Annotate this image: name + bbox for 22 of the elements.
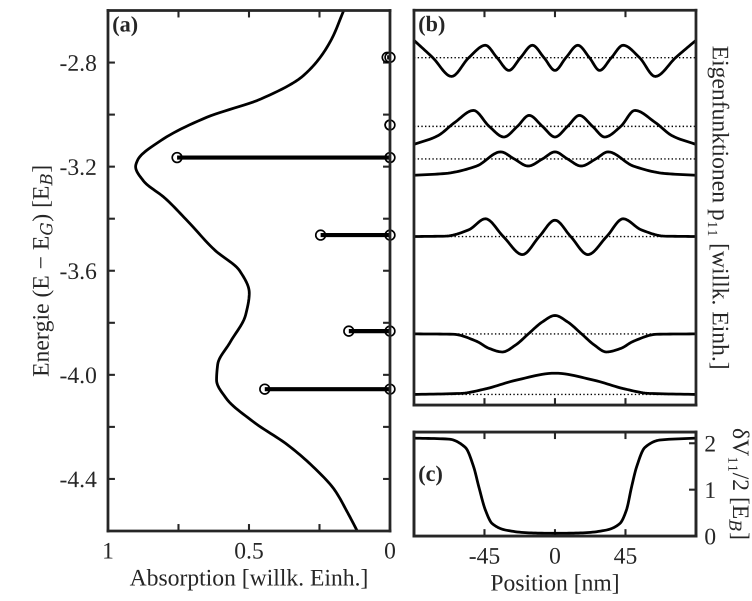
- y2-tick-label: 0: [705, 528, 716, 545]
- y-tick-label: -3.6: [60, 263, 96, 280]
- x-tick-label: -45: [470, 548, 500, 564]
- x-tick-label: 1: [104, 542, 112, 558]
- y-tick-label: -4.4: [60, 472, 97, 488]
- y2-axis-title: Eigenfunktionen p₁₁ [willk. Einh.]: [708, 46, 730, 368]
- annotation: (a): [113, 16, 138, 36]
- x-axis-title: Absorption [willk. Einh.]: [130, 569, 367, 590]
- y-tick-label: -3.2: [60, 159, 96, 176]
- x-tick-label: 45: [614, 548, 636, 564]
- annotation: (c): [419, 465, 442, 486]
- y-tick-label: -4.0: [60, 367, 96, 384]
- y2-tick-label: 2: [705, 436, 715, 452]
- y-axis-title: Energie (E − E$_{G}$) [E$_{B}$]: [32, 166, 54, 376]
- y2-tick-label: 1: [706, 482, 715, 498]
- y2-axis-title: δV₁₁/2 [E$_{B}$]: [728, 428, 750, 538]
- x-tick-label: 0: [550, 548, 560, 564]
- x-axis-title: Position [nm]: [491, 574, 618, 594]
- x-tick-label: 0: [384, 542, 395, 559]
- x-tick-label: 0.5: [235, 542, 263, 559]
- text: (b): [419, 16, 444, 36]
- y-tick-label: -2.8: [60, 55, 96, 72]
